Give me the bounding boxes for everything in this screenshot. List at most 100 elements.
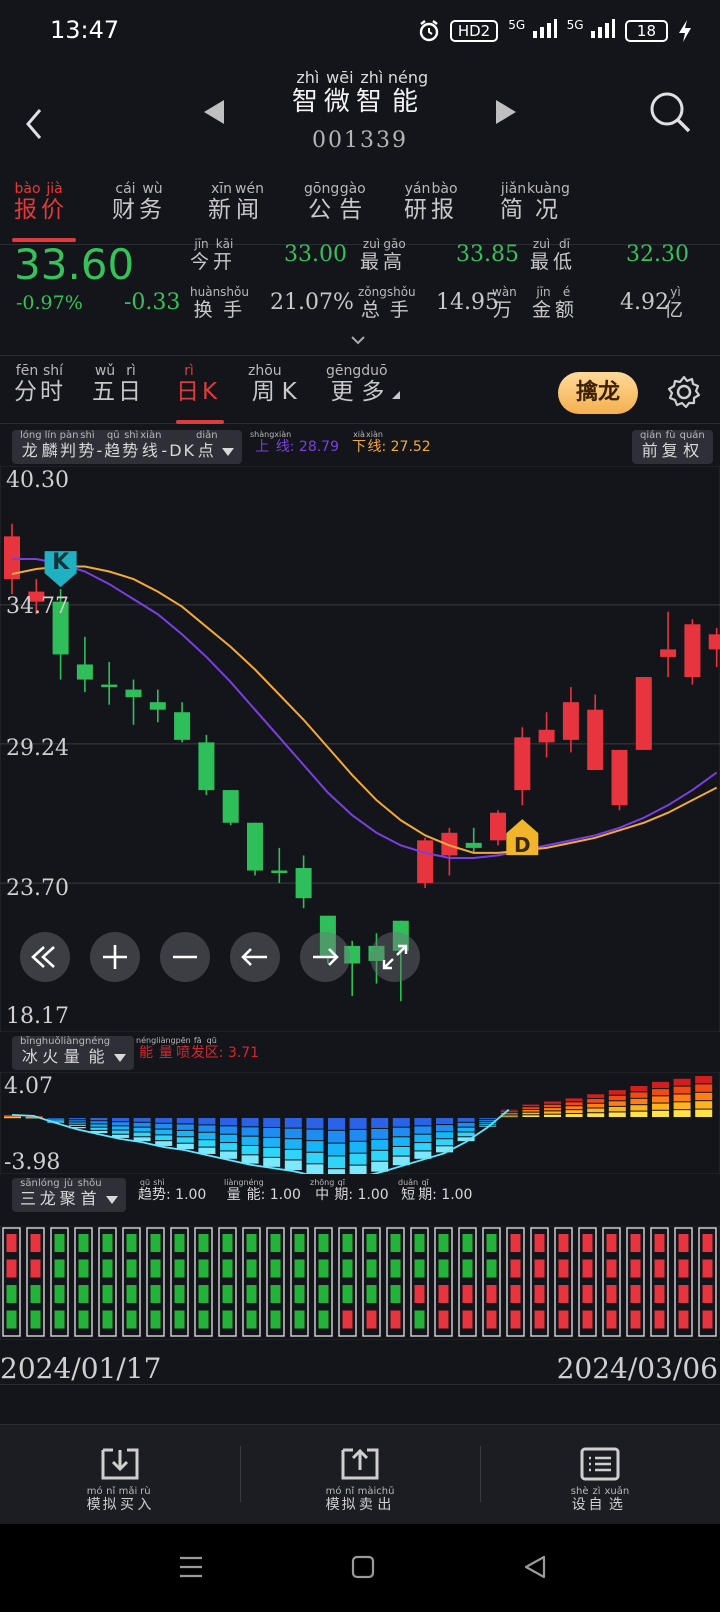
char: 入 [137,1497,154,1513]
signal-cell [510,1259,521,1278]
signal-column [50,1227,69,1337]
period-tab-4[interactable]: 更gēng多duō [326,363,400,406]
signal-cell [150,1285,161,1303]
energy-bar-pos [608,1101,626,1106]
signal-column [26,1227,45,1337]
period-underline [176,420,224,424]
char: 权 [679,441,705,460]
back-nav-icon[interactable] [522,1554,548,1580]
char: 量 [224,1187,244,1203]
expand-quote-icon[interactable] [350,334,366,346]
char: 报 [14,197,41,223]
capture-dragon-button[interactable]: 擒龙 [558,372,638,414]
signal-cell [582,1234,593,1252]
char: 三 [20,1189,39,1208]
signal-cell [150,1234,161,1252]
candle-body [392,920,409,951]
zoom-out-button[interactable] [160,932,210,982]
signal-column [482,1227,501,1337]
energy-bar-pos [565,1102,583,1106]
home-icon[interactable] [350,1554,376,1580]
signal-cell [606,1234,617,1252]
tab-xīn-wén[interactable]: 新xīn闻wén [208,181,264,224]
char: 日 [176,379,202,405]
signal-cell [78,1259,89,1278]
pinyin: néng [84,1036,111,1047]
energy-bar-neg [436,1146,453,1153]
tab-jiǎn-kuàng[interactable]: 简jiǎn况kuàng [500,181,570,224]
candle-body [174,712,191,740]
char: 更 [326,379,362,405]
sim-buy-button[interactable]: 模mó拟nǐ买mǎi入rù [40,1446,200,1514]
scroll-left-button[interactable] [230,932,280,982]
next-stock-icon[interactable] [492,98,520,126]
energy-bar-neg [47,1118,65,1120]
signal-cell [294,1259,305,1278]
period-tab-0[interactable]: 分fēn时shí [14,363,66,406]
add-watchlist-button[interactable]: 设shè自zì选xuǎn [520,1446,680,1514]
signal-cell [342,1234,353,1252]
pinyin: rì [118,363,144,379]
search-icon[interactable] [648,90,692,134]
k-marker-label: K [52,550,70,575]
signal-cell [318,1310,329,1329]
energy-bar-pos [630,1111,648,1117]
period-tab-3[interactable]: 周zhōuK [248,363,300,406]
energy-bar-neg [349,1153,367,1165]
y-tick-label-0: 40.30 [6,468,69,493]
turnover-value: 21.07% [270,290,354,315]
d-marker [506,819,539,856]
amount-unit: 亿yì [664,285,687,322]
prev-stock-icon[interactable] [200,98,228,126]
pinyin: huǒ [41,1036,61,1047]
signal-cell [654,1234,665,1252]
menu-icon[interactable] [178,1554,204,1580]
pinyin: duō [361,363,388,379]
char: 卖 [357,1497,377,1513]
pinyin: shì [78,430,97,441]
pinyin: duǎn [398,1178,419,1187]
stock-name: 智zhì微wēi智zhì能néng [260,68,460,118]
scroll-right-button[interactable] [300,932,350,982]
char: 智 [355,87,388,117]
char: 额 [555,299,579,321]
tab-yán-bào[interactable]: 研yán报bào [404,181,458,224]
candle-body [4,536,20,580]
signal-column [290,1227,309,1337]
period-tab-2[interactable]: 日rìK [176,363,220,406]
period-tab-1[interactable]: 五wǔ日rì [92,363,144,406]
signal-cell [78,1234,89,1252]
signal-cell [246,1259,257,1278]
kline-chart[interactable]: KD [0,466,720,1032]
energy-bar-neg [479,1118,497,1119]
back-icon[interactable] [20,104,50,144]
energy-bar-neg [306,1118,324,1129]
signal-cell [342,1285,353,1303]
alarm-icon [419,19,439,41]
energy-indicator-select[interactable]: 冰bīng火huǒ量liàng能néng [12,1036,135,1070]
char: 判 [59,441,79,460]
legend-value: : 3.71 [218,1045,260,1061]
fast-back-button[interactable] [20,932,70,982]
energy-bar-neg [457,1127,475,1132]
signal-indicator-select[interactable]: 三sān龙lóng聚jù首shǒu [12,1178,126,1212]
price-adjust-select[interactable]: 前qián复fù权quán [632,430,713,464]
sim-sell-button[interactable]: 模mó拟nǐ卖mài出chū [280,1446,440,1514]
energy-bar-pos [695,1076,713,1084]
fullscreen-button[interactable] [370,932,420,982]
signal-cell [246,1234,257,1252]
energy-bar-neg [155,1118,173,1123]
tab-gōng-gào[interactable]: 公gōng告gào [304,181,366,224]
energy-bar-neg [349,1118,367,1129]
gear-icon[interactable] [666,374,702,410]
energy-bar-pos [608,1106,626,1112]
signal-column [434,1227,453,1337]
tab-cái-wù[interactable]: 财cái务wù [112,181,166,224]
char: 换 [190,299,221,321]
main-indicator-select[interactable]: 龙lóng麟lín判pàn势shì-趋qū势shì线xiàn-DK点diǎn [12,430,242,464]
tab-bào-jià[interactable]: 报bào价jià [14,181,68,224]
dropdown-caret-icon [105,1195,118,1204]
candle-body [295,867,312,899]
zoom-in-button[interactable] [90,932,140,982]
energy-bar-pos [587,1094,605,1099]
